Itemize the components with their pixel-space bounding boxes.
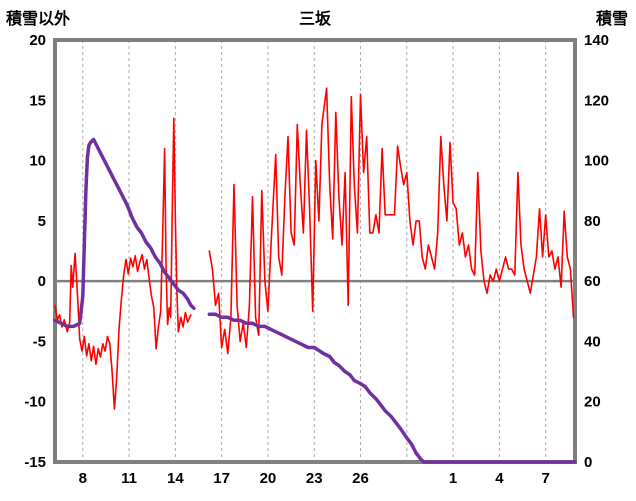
left-axis-tick-label: 5 [38,213,46,230]
chart-title: 三坂 [298,11,331,28]
x-axis-tick-label: 23 [306,470,323,487]
left-axis-tick-label: 10 [29,153,46,170]
snow-depth-line [53,137,196,329]
right-axis-tick-label: 20 [584,394,601,411]
right-axis-tick-label: 100 [584,153,609,170]
right-axis-tick-label: 40 [584,333,601,350]
left-axis-title: 積雪以外 [6,11,71,28]
snow-depth-line [207,312,577,464]
right-axis-title: 積雪 [595,11,628,28]
x-axis-tick-label: 8 [79,470,87,487]
x-axis-tick-label: 4 [495,470,504,487]
x-axis-tick-label: 14 [167,470,184,487]
x-axis-tick-label: 7 [542,470,550,487]
left-axis-tick-label: 20 [29,32,46,49]
x-axis-tick-label: 26 [352,470,369,487]
temperature-line [208,87,575,355]
left-axis-tick-label: -15 [24,454,46,471]
right-axis-tick-label: 0 [584,454,592,471]
left-axis-tick-label: -5 [33,333,46,350]
left-axis-tick-label: -10 [24,394,46,411]
right-axis-tick-label: 60 [584,273,601,290]
plot-area [55,40,575,462]
right-axis-tick-label: 80 [584,213,601,230]
x-axis-tick-label: 1 [449,470,457,487]
x-axis-tick-label: 20 [260,470,277,487]
x-axis-tick-label: 17 [213,470,230,487]
left-axis-tick-label: 15 [29,92,46,109]
right-axis-tick-label: 120 [584,92,609,109]
temperature-line [54,117,192,410]
plot-frame [53,38,577,464]
left-axis-tick-label: 0 [38,273,46,290]
right-axis-tick-label: 140 [584,32,609,49]
x-axis-tick-label: 11 [121,470,137,487]
